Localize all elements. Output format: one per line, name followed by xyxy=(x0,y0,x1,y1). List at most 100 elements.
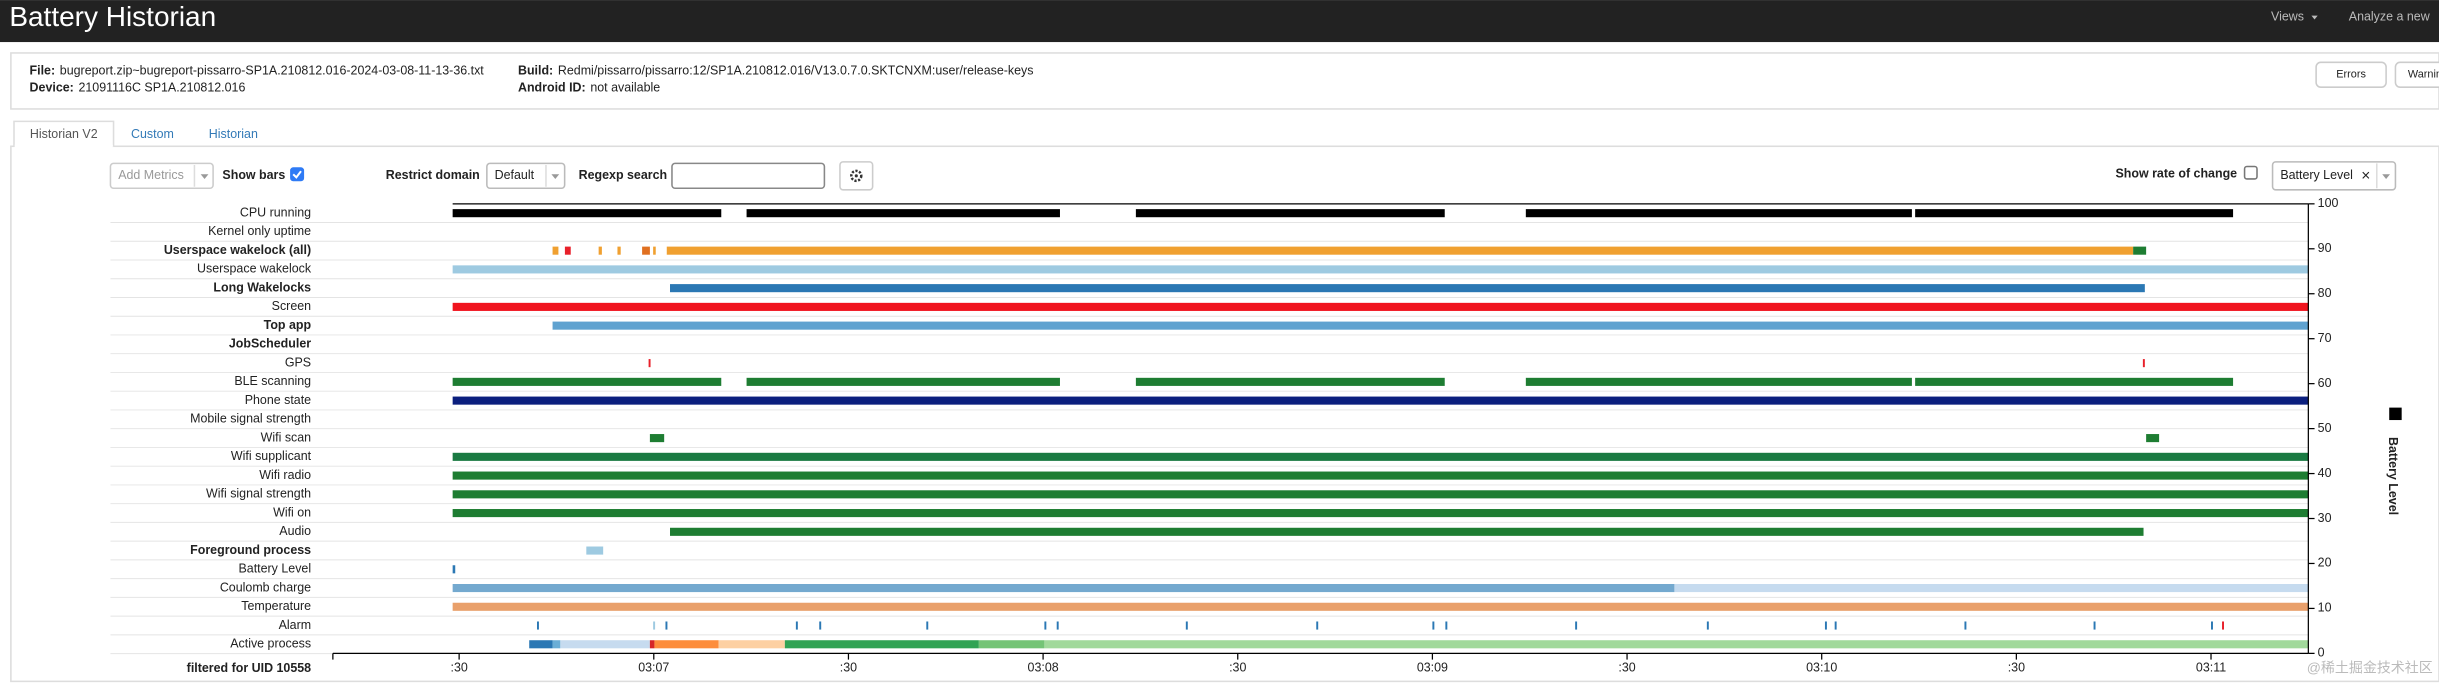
event-bar xyxy=(452,209,722,218)
row-label: Coulomb charge xyxy=(220,580,311,594)
row-label: Userspace wakelock xyxy=(197,262,312,276)
info-box xyxy=(10,52,2439,110)
event-bar xyxy=(1706,621,1709,630)
event-bar xyxy=(665,621,668,630)
show-bars-label: Show bars xyxy=(222,168,285,182)
gear-icon xyxy=(850,169,863,183)
event-bar xyxy=(452,302,2309,311)
timeline-chart: CPU running Kernel only uptime Userspace w… xyxy=(110,196,2402,675)
show-rate-checkbox[interactable] xyxy=(2243,165,2258,180)
show-bars-checkbox[interactable] xyxy=(290,167,305,182)
nav-views[interactable]: Views xyxy=(2271,9,2304,23)
event-bar xyxy=(452,471,2309,480)
regexp-input[interactable] xyxy=(671,162,826,190)
x-tick-label: :30 xyxy=(1229,660,1246,674)
event-bar xyxy=(1044,640,2309,649)
event-bar xyxy=(642,246,650,255)
event-bar xyxy=(1674,584,2309,593)
event-bar xyxy=(784,640,979,649)
event-bar xyxy=(617,246,621,255)
add-metrics-select[interactable] xyxy=(109,162,214,190)
x-tick-label: :30 xyxy=(2008,660,2025,674)
event-bar xyxy=(649,640,655,649)
errors-button[interactable] xyxy=(2315,61,2387,88)
label: Android ID: xyxy=(518,81,586,95)
y-tick-label: 50 xyxy=(2318,421,2332,435)
metric-clear[interactable]: × xyxy=(2361,168,2370,185)
event-bar xyxy=(1525,377,1912,386)
event-bar xyxy=(1316,621,1319,630)
row-label: Phone state xyxy=(245,393,311,407)
active-tab[interactable] xyxy=(13,120,115,147)
row-label: Long Wakelocks xyxy=(213,280,311,294)
event-bar xyxy=(536,621,539,630)
row-label: Userspace wakelock (all) xyxy=(164,243,311,257)
event-bar xyxy=(1824,621,1827,630)
event-bar xyxy=(1432,621,1435,630)
metric-select[interactable] xyxy=(2271,161,2397,191)
event-bar xyxy=(2211,621,2213,630)
y-axis-label: Battery Level xyxy=(2386,437,2400,515)
event-bar xyxy=(560,640,650,649)
event-bar xyxy=(746,209,1060,218)
event-bar xyxy=(1834,621,1837,630)
event-bar xyxy=(552,640,561,649)
event-bar xyxy=(452,565,456,574)
event-bar xyxy=(452,602,2309,611)
value: 21091116C SP1A.210812.016 xyxy=(78,81,245,95)
y-tick-label: 40 xyxy=(2318,466,2332,480)
event-bar xyxy=(552,321,2309,330)
row-label: CPU running xyxy=(240,205,311,219)
event-bar xyxy=(666,246,2134,255)
nav-analyze[interactable]: Analyze a new xyxy=(2349,9,2431,23)
tab[interactable]: Custom xyxy=(131,127,174,141)
gear-hub xyxy=(854,174,858,178)
event-bar xyxy=(670,527,2144,536)
y-tick-label: 0 xyxy=(2318,646,2325,660)
tab[interactable]: Historian xyxy=(209,127,258,141)
event-bar xyxy=(978,640,1045,649)
label: Device: xyxy=(30,81,74,95)
metric-value: Battery Level xyxy=(2280,168,2353,182)
row-label: Battery Level xyxy=(239,562,312,576)
row-label: GPS xyxy=(285,355,311,369)
event-bar xyxy=(1964,621,1967,630)
x-tick-label: 03:11 xyxy=(2196,660,2226,674)
build-info: Build: Redmi/pissarro/pissarro:12/SP1A.21… xyxy=(518,64,1034,78)
navbar xyxy=(0,0,2439,43)
value: not available xyxy=(590,81,660,95)
row-label: BLE scanning xyxy=(234,374,311,388)
errors-label: Errors xyxy=(2336,69,2366,81)
restrict-domain-label: Restrict domain xyxy=(386,168,480,182)
android-id-info: Android ID: not available xyxy=(518,81,660,95)
y-tick-label: 30 xyxy=(2318,511,2332,525)
warnings-button[interactable] xyxy=(2394,61,2439,88)
checkmark xyxy=(292,170,302,179)
y-tick-label: 60 xyxy=(2318,376,2332,390)
event-bar xyxy=(452,490,2309,499)
checkbox-box xyxy=(290,167,305,182)
event-bar xyxy=(452,377,722,386)
row-label: Wifi scan xyxy=(261,430,312,444)
tab[interactable]: Historian V2 xyxy=(30,127,98,141)
event-bar xyxy=(452,396,2309,405)
label: Build: xyxy=(518,64,553,78)
event-bar xyxy=(654,640,719,649)
x-tick-label: :30 xyxy=(450,660,467,674)
event-bar xyxy=(670,284,2145,293)
event-bar xyxy=(2133,246,2147,255)
event-bar xyxy=(819,621,822,630)
event-bar xyxy=(1915,377,2234,386)
event-bar xyxy=(452,584,1675,593)
event-bar xyxy=(1915,209,2234,218)
row-label: Wifi supplicant xyxy=(231,449,312,463)
event-bar xyxy=(586,546,604,555)
event-bar xyxy=(653,621,656,630)
row-label: Mobile signal strength xyxy=(190,412,311,426)
event-bar xyxy=(1445,621,1448,630)
row-label: Screen xyxy=(272,299,311,313)
add-metrics-label: Add Metrics xyxy=(118,168,184,182)
y-tick-label: 10 xyxy=(2318,601,2332,615)
file-info: File: bugreport.zip~bugreport-pissarro-SP… xyxy=(30,64,485,78)
